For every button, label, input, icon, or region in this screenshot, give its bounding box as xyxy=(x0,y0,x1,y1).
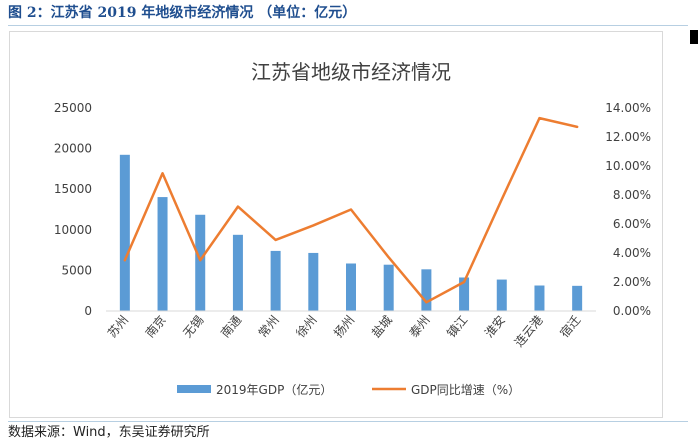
legend-line-label: GDP同比增速（%） xyxy=(411,383,520,397)
edge-marker xyxy=(690,30,698,44)
right-tick-label: 14.00% xyxy=(605,101,651,115)
bar-盐城 xyxy=(383,264,394,311)
bar-南通 xyxy=(232,234,243,311)
left-tick-label: 25000 xyxy=(54,101,92,115)
right-tick-label: 2.00% xyxy=(613,275,651,289)
bar-无锡 xyxy=(195,214,206,311)
category-label: 常州 xyxy=(256,313,282,340)
bar-常州 xyxy=(270,250,281,311)
chart-title: 江苏省地级市经济情况 xyxy=(251,60,451,84)
bar-扬州 xyxy=(346,263,356,311)
x-axis: 苏州 南京 无锡 南通 常州 徐州 扬州 盐城 泰州 镇江 淮安 连云港 宿迁 xyxy=(105,310,596,350)
right-axis: 0.00% 2.00% 4.00% 6.00% 8.00% 10.00% 12.00% 14.… xyxy=(605,101,651,318)
bar-苏州 xyxy=(119,154,130,311)
category-label: 宿迁 xyxy=(557,312,584,340)
bar-镇江 xyxy=(459,277,470,311)
figure-caption: 图 2：江苏省 2019 年地级市经济情况 （单位：亿元） xyxy=(8,3,688,26)
bar-徐州 xyxy=(308,252,319,311)
right-tick-label: 6.00% xyxy=(613,217,651,231)
right-tick-label: 4.00% xyxy=(613,246,651,260)
chart-frame: 江苏省地级市经济情况 0 5000 10000 15000 20000 25000 0.0… xyxy=(9,31,663,418)
category-label: 无锡 xyxy=(180,312,207,340)
category-label: 扬州 xyxy=(330,312,357,340)
category-label: 泰州 xyxy=(407,313,433,340)
left-tick-label: 20000 xyxy=(54,142,92,156)
right-tick-label: 10.00% xyxy=(605,159,651,173)
bar-淮安 xyxy=(496,279,507,311)
legend-bar-label: 2019年GDP（亿元） xyxy=(216,382,332,397)
category-label: 镇江 xyxy=(444,313,470,340)
category-label: 南京 xyxy=(142,312,169,340)
bar-南京 xyxy=(157,197,168,311)
category-label: 盐城 xyxy=(369,313,395,340)
left-tick-label: 0 xyxy=(84,304,92,318)
bar-宿迁 xyxy=(572,285,583,311)
category-label: 南通 xyxy=(217,312,244,340)
left-tick-label: 15000 xyxy=(54,182,92,196)
left-tick-label: 10000 xyxy=(54,223,92,237)
legend-bar-swatch xyxy=(177,385,211,393)
line-series xyxy=(123,116,579,304)
bar-series xyxy=(119,154,583,311)
right-tick-label: 12.00% xyxy=(605,130,651,144)
category-label: 徐州 xyxy=(293,312,320,340)
left-axis: 0 5000 10000 15000 20000 25000 xyxy=(54,101,92,318)
category-label: 连云港 xyxy=(511,312,546,349)
bar-泰州 xyxy=(421,269,432,311)
chart-svg: 江苏省地级市经济情况 0 5000 10000 15000 20000 25000 0.0… xyxy=(54,60,651,397)
left-tick-label: 5000 xyxy=(61,263,92,277)
right-tick-label: 0.00% xyxy=(613,304,651,318)
legend: 2019年GDP（亿元） GDP同比增速（%） xyxy=(177,382,520,397)
right-tick-label: 8.00% xyxy=(613,188,651,202)
source-caption: 数据来源：Wind，东吴证券研究所 xyxy=(8,421,688,444)
category-label: 苏州 xyxy=(105,313,131,340)
category-label: 淮安 xyxy=(481,312,508,340)
bar-连云港 xyxy=(534,285,545,311)
